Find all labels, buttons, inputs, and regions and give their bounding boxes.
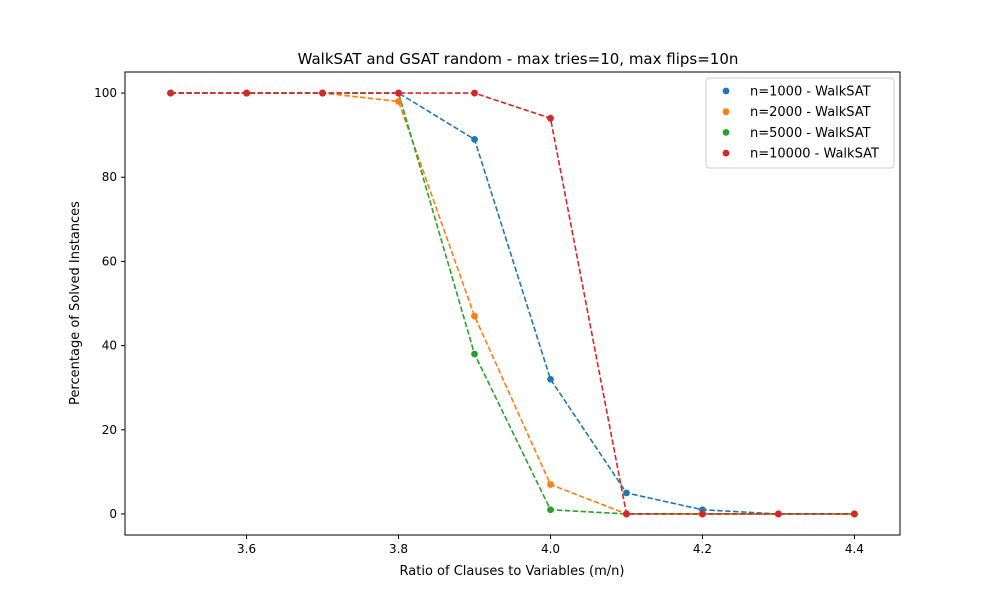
x-axis-ticks: 3.6 3.8 4.0 4.2 4.4 bbox=[237, 535, 864, 556]
x-tick-label: 3.6 bbox=[237, 542, 256, 556]
plot-area bbox=[124, 71, 901, 536]
data-point bbox=[547, 481, 554, 488]
y-tick-label: 40 bbox=[102, 339, 117, 353]
y-tick-label: 20 bbox=[102, 423, 117, 437]
series-points bbox=[167, 89, 858, 518]
legend-label: n=1000 - WalkSAT bbox=[750, 85, 871, 100]
data-point bbox=[775, 510, 782, 518]
data-point bbox=[243, 89, 250, 97]
data-point bbox=[471, 312, 478, 320]
chart-title: WalkSAT and GSAT random - max tries=10, … bbox=[298, 50, 739, 68]
legend-box bbox=[705, 77, 895, 169]
legend-marker bbox=[722, 129, 730, 136]
plot-frame bbox=[124, 71, 901, 536]
x-tick-label: 4.2 bbox=[693, 542, 712, 556]
data-point bbox=[547, 506, 554, 514]
y-tick-label: 100 bbox=[94, 86, 117, 100]
data-point bbox=[167, 89, 174, 97]
x-tick-label: 4.0 bbox=[541, 542, 560, 556]
data-point bbox=[395, 89, 402, 97]
legend-marker bbox=[722, 149, 730, 157]
x-tick-label: 3.8 bbox=[389, 542, 408, 556]
legend-label: n=5000 - WalkSAT bbox=[750, 126, 871, 141]
data-point bbox=[851, 510, 858, 518]
y-tick-label: 0 bbox=[109, 507, 117, 521]
data-point bbox=[471, 350, 478, 358]
data-point bbox=[623, 489, 630, 497]
legend-label: n=2000 - WalkSAT bbox=[750, 105, 871, 120]
data-point bbox=[547, 114, 554, 122]
y-axis-ticks: 0 20 40 60 80 100 bbox=[94, 86, 125, 521]
y-axis-title: Percentage of Solved Instances bbox=[68, 201, 83, 405]
data-point bbox=[319, 89, 326, 97]
y-tick-label: 80 bbox=[102, 170, 117, 184]
legend-label: n=10000 - WalkSAT bbox=[750, 147, 879, 162]
data-point bbox=[699, 510, 706, 518]
series-lines bbox=[170, 92, 855, 515]
x-tick-label: 4.4 bbox=[845, 542, 864, 556]
data-point bbox=[471, 89, 478, 97]
data-point bbox=[395, 98, 402, 105]
series-line bbox=[170, 92, 855, 515]
x-axis-title: Ratio of Clauses to Variables (m/n) bbox=[400, 564, 625, 579]
legend-marker bbox=[722, 108, 730, 116]
data-point bbox=[623, 510, 630, 518]
y-tick-label: 60 bbox=[102, 254, 117, 268]
data-point bbox=[471, 135, 478, 143]
data-point bbox=[547, 375, 554, 383]
legend-marker bbox=[722, 87, 730, 95]
legend: n=1000 - WalkSAT n=2000 - WalkSAT n=5000 -… bbox=[705, 77, 895, 169]
